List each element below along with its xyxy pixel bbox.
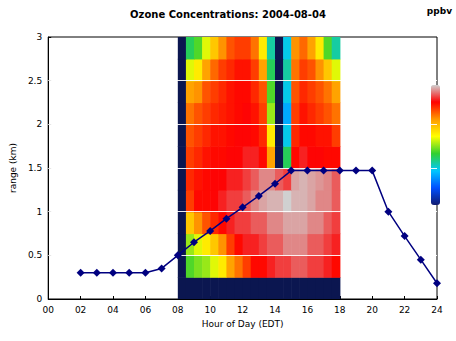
svg-text:2: 2	[36, 119, 42, 129]
svg-text:1.5: 1.5	[28, 163, 42, 173]
svg-text:3: 3	[36, 32, 42, 42]
svg-text:0.5: 0.5	[28, 250, 42, 260]
svg-text:24: 24	[431, 305, 443, 315]
svg-text:2.5: 2.5	[28, 76, 42, 86]
svg-text:08: 08	[172, 305, 184, 315]
svg-text:12: 12	[237, 305, 248, 315]
svg-text:22: 22	[399, 305, 410, 315]
svg-text:18: 18	[334, 305, 346, 315]
svg-text:04: 04	[107, 305, 119, 315]
svg-text:16: 16	[302, 305, 314, 315]
svg-text:10: 10	[204, 305, 216, 315]
svg-text:1: 1	[36, 207, 42, 217]
svg-text:Hour of Day (EDT): Hour of Day (EDT)	[202, 319, 284, 329]
svg-text:0: 0	[36, 294, 42, 304]
svg-text:00: 00	[42, 305, 54, 315]
svg-text:range (km): range (km)	[8, 143, 18, 193]
svg-text:ppbv: ppbv	[427, 6, 452, 16]
svg-text:06: 06	[140, 305, 152, 315]
svg-text:20: 20	[366, 305, 378, 315]
svg-text:02: 02	[75, 305, 86, 315]
svg-text:Ozone Concentrations: 2004-08-: Ozone Concentrations: 2004-08-04	[130, 9, 326, 20]
svg-text:14: 14	[269, 305, 281, 315]
